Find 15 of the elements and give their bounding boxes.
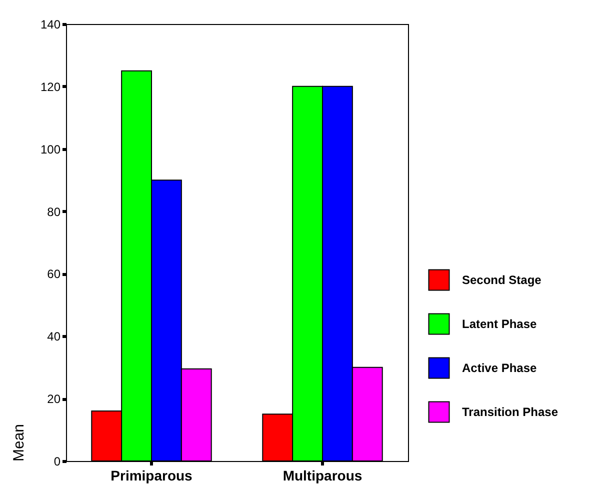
y-tick-label: 40 [47, 330, 61, 344]
y-tick-label: 140 [40, 18, 61, 32]
legend-label: Transition Phase [462, 405, 558, 419]
x-tick-label: Multiparous [282, 468, 362, 484]
y-axis-title: Mean [10, 424, 28, 462]
y-tick-label: 60 [47, 267, 61, 282]
y-tick-label: 80 [47, 204, 61, 219]
y-tick-label: 0 [54, 454, 61, 468]
y-tick-label: 20 [47, 392, 61, 406]
y-tick-label: 120 [40, 80, 61, 94]
legend-label: Latent Phase [462, 317, 538, 331]
legend-label: Second Stage [462, 273, 542, 287]
y-tick-label: 100 [40, 142, 61, 156]
x-tick-label: Primiparous [110, 468, 193, 484]
legend-label: Active Phase [462, 361, 538, 375]
